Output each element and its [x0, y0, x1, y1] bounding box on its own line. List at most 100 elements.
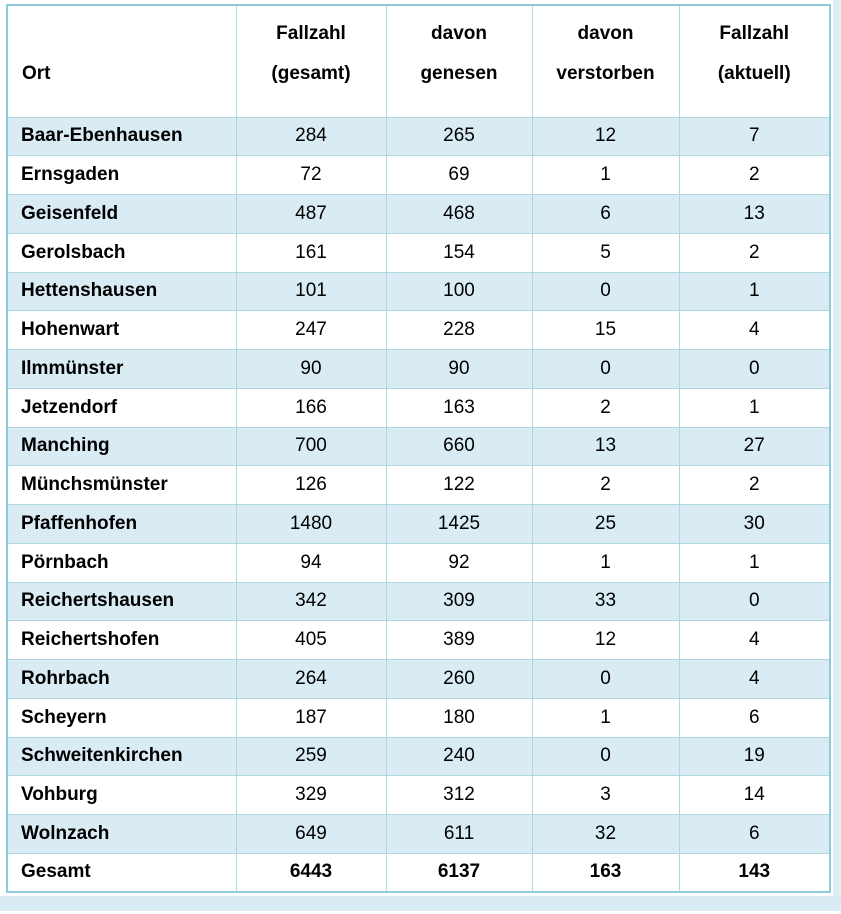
cell-verstorben: 33 — [531, 581, 680, 622]
cell-ort: Jetzendorf — [6, 387, 237, 428]
cell-genesen: 154 — [385, 232, 533, 273]
cell-verstorben: 2 — [531, 387, 680, 428]
table-row: Geisenfeld 487 468 6 13 — [6, 194, 831, 234]
cell-ort: Scheyern — [6, 697, 237, 738]
cell-gesamt: 487 — [235, 194, 387, 234]
cell-ort: Pfaffenhofen — [6, 504, 237, 544]
table-row: Gerolsbach 161 154 5 2 — [6, 232, 831, 273]
cell-verstorben: 15 — [531, 310, 680, 350]
cell-verstorben: 2 — [531, 465, 680, 505]
cropped-right-edge-strip — [833, 0, 841, 911]
cell-gesamt: 1480 — [235, 504, 387, 544]
cell-aktuell: 143 — [678, 852, 831, 893]
cell-aktuell: 4 — [678, 659, 831, 699]
table-row: Pörnbach 94 92 1 1 — [6, 542, 831, 583]
cell-aktuell: 7 — [678, 116, 831, 157]
cell-genesen: 312 — [385, 775, 533, 815]
cell-verstorben: 25 — [531, 504, 680, 544]
table-row: Vohburg 329 312 3 14 — [6, 775, 831, 815]
cell-ort: Vohburg — [6, 775, 237, 815]
cell-ort: Rohrbach — [6, 659, 237, 699]
header-fallzahl-gesamt-line2: (gesamt) — [271, 63, 351, 84]
cell-aktuell: 19 — [678, 736, 831, 777]
cell-aktuell: 1 — [678, 271, 831, 312]
cell-gesamt: 284 — [235, 116, 387, 157]
table-body: Baar-Ebenhausen 284 265 12 7 Ernsgaden 72 69 1 2 G… — [6, 116, 831, 893]
header-cell-davon-verstorben: davon verstorben — [531, 4, 680, 118]
cell-ort: Wolnzach — [6, 814, 237, 854]
table-row: Schweitenkirchen 259 240 0 19 — [6, 736, 831, 777]
cell-gesamt: 94 — [235, 542, 387, 583]
cell-genesen: 92 — [385, 542, 533, 583]
table-row: Manching 700 660 13 27 — [6, 426, 831, 467]
cell-verstorben: 32 — [531, 814, 680, 854]
table-row: Jetzendorf 166 163 2 1 — [6, 387, 831, 428]
cell-gesamt: 6443 — [235, 852, 387, 893]
header-davon-genesen-line2: genesen — [420, 63, 498, 84]
cell-verstorben: 13 — [531, 426, 680, 467]
header-davon-verstorben-line1: davon — [577, 23, 634, 44]
cell-ort: Hettenshausen — [6, 271, 237, 312]
cell-ort: Baar-Ebenhausen — [6, 116, 237, 157]
cell-ort: Reichertshausen — [6, 581, 237, 622]
cell-gesamt: 126 — [235, 465, 387, 505]
cell-gesamt: 90 — [235, 349, 387, 389]
cell-aktuell: 13 — [678, 194, 831, 234]
cell-gesamt: 72 — [235, 155, 387, 195]
table-row: Münchsmünster 126 122 2 2 — [6, 465, 831, 505]
cell-verstorben: 0 — [531, 659, 680, 699]
table-row: Wolnzach 649 611 32 6 — [6, 814, 831, 854]
cell-gesamt: 342 — [235, 581, 387, 622]
header-ort-line1 — [9, 14, 235, 54]
cell-genesen: 660 — [385, 426, 533, 467]
cell-ort: Gesamt — [6, 852, 237, 893]
cell-ort: Ilmmünster — [6, 349, 237, 389]
cell-genesen: 265 — [385, 116, 533, 157]
header-cell-ort: Ort — [6, 4, 237, 118]
cell-ort: Ernsgaden — [6, 155, 237, 195]
cell-ort: Schweitenkirchen — [6, 736, 237, 777]
cell-aktuell: 4 — [678, 310, 831, 350]
cell-ort: Geisenfeld — [6, 194, 237, 234]
cell-aktuell: 27 — [678, 426, 831, 467]
cell-verstorben: 3 — [531, 775, 680, 815]
header-fallzahl-gesamt-line1: Fallzahl — [276, 23, 346, 44]
cell-verstorben: 12 — [531, 116, 680, 157]
cell-genesen: 389 — [385, 620, 533, 660]
cell-verstorben: 0 — [531, 736, 680, 777]
table-header: Ort Fallzahl (gesamt) davon genesen davo… — [6, 4, 831, 118]
cell-ort: Münchsmünster — [6, 465, 237, 505]
header-cell-davon-genesen: davon genesen — [385, 4, 533, 118]
case-table-container: Ort Fallzahl (gesamt) davon genesen davo… — [6, 4, 831, 893]
cell-aktuell: 6 — [678, 697, 831, 738]
cell-verstorben: 0 — [531, 271, 680, 312]
cell-gesamt: 405 — [235, 620, 387, 660]
table-row: Reichertshofen 405 389 12 4 — [6, 620, 831, 660]
cell-verstorben: 5 — [531, 232, 680, 273]
header-davon-genesen-line1: davon — [431, 23, 487, 44]
cell-verstorben: 1 — [531, 697, 680, 738]
table-row-total: Gesamt 6443 6137 163 143 — [6, 852, 831, 893]
cell-verstorben: 1 — [531, 542, 680, 583]
cell-aktuell: 6 — [678, 814, 831, 854]
table-row: Reichertshausen 342 309 33 0 — [6, 581, 831, 622]
cell-aktuell: 4 — [678, 620, 831, 660]
cell-genesen: 180 — [385, 697, 533, 738]
cell-genesen: 1425 — [385, 504, 533, 544]
cell-gesamt: 247 — [235, 310, 387, 350]
cell-gesamt: 329 — [235, 775, 387, 815]
cell-aktuell: 2 — [678, 155, 831, 195]
table-row: Baar-Ebenhausen 284 265 12 7 — [6, 116, 831, 157]
cell-genesen: 240 — [385, 736, 533, 777]
cell-genesen: 122 — [385, 465, 533, 505]
cell-aktuell: 14 — [678, 775, 831, 815]
header-ort-line2: Ort — [22, 63, 51, 84]
cell-genesen: 100 — [385, 271, 533, 312]
table-row: Scheyern 187 180 1 6 — [6, 697, 831, 738]
cell-aktuell: 2 — [678, 465, 831, 505]
cell-aktuell: 1 — [678, 542, 831, 583]
cell-verstorben: 12 — [531, 620, 680, 660]
cell-verstorben: 1 — [531, 155, 680, 195]
cell-verstorben: 0 — [531, 349, 680, 389]
cell-genesen: 468 — [385, 194, 533, 234]
